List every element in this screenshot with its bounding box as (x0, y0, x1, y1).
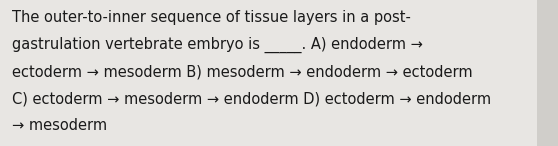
Text: ectoderm → mesoderm B) mesoderm → endoderm → ectoderm: ectoderm → mesoderm B) mesoderm → endode… (12, 64, 473, 79)
Text: → mesoderm: → mesoderm (12, 118, 107, 133)
Text: The outer-to-inner sequence of tissue layers in a post-: The outer-to-inner sequence of tissue la… (12, 10, 411, 25)
Text: C) ectoderm → mesoderm → endoderm D) ectoderm → endoderm: C) ectoderm → mesoderm → endoderm D) ect… (12, 91, 492, 106)
Text: gastrulation vertebrate embryo is _____. A) endoderm →: gastrulation vertebrate embryo is _____.… (12, 37, 423, 53)
Bar (537, 0, 558, 146)
